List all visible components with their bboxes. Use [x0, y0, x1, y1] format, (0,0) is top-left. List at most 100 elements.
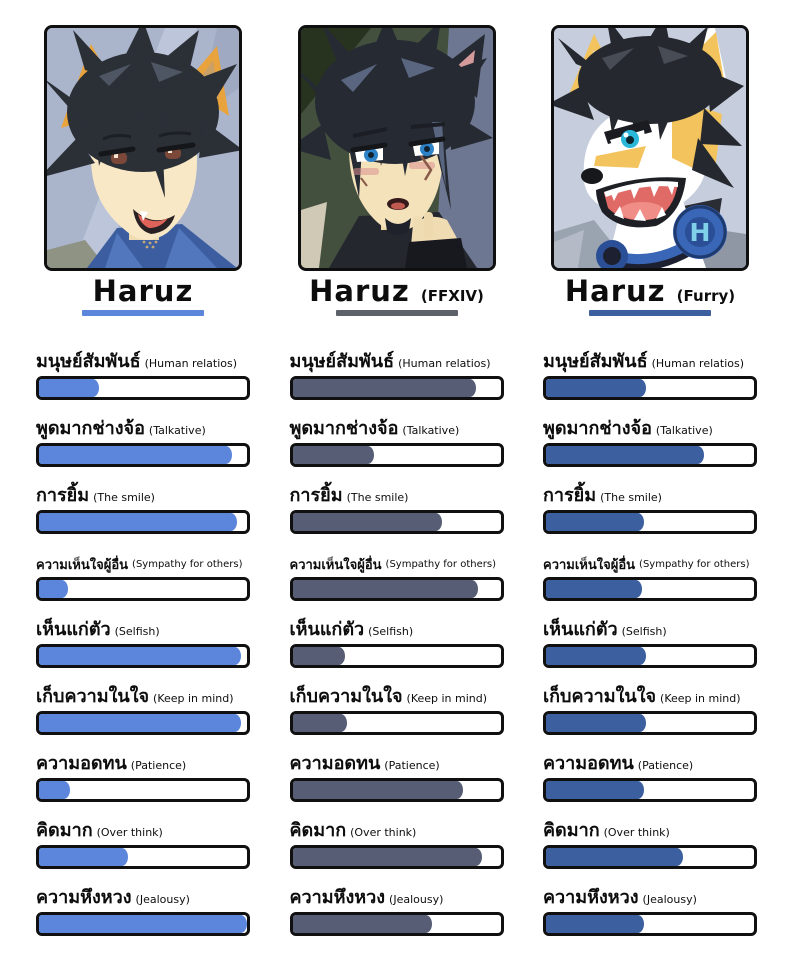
stat-label: คิดมาก (Over think): [290, 812, 504, 840]
stat-fill: [546, 914, 644, 933]
stat-english: (Jealousy): [135, 892, 190, 906]
stat-fill: [39, 512, 237, 531]
stat-label: ความอดทน (Patience): [36, 745, 250, 773]
stat-thai: การยิ้ม: [289, 484, 343, 506]
stat-patience: ความอดทน (Patience): [36, 745, 250, 812]
stat-english: (Human relatios): [144, 356, 238, 370]
stat-label: ความเห็นใจผู้อื่น (Sympathy for others): [543, 544, 757, 572]
headphone-letter: H: [690, 218, 711, 247]
stat-label: การยิ้ม (The smile): [36, 477, 250, 505]
stat-jealousy: ความหึงหวง (Jealousy): [543, 879, 757, 946]
stat-english: (Patience): [637, 758, 694, 772]
character-name: Haruz (Furry): [543, 274, 757, 308]
stat-thai: เห็นแก่ตัว: [289, 618, 365, 640]
stat-fill: [39, 780, 71, 799]
stat-english: (Selfish): [114, 624, 160, 638]
stat-bar: [543, 576, 757, 601]
stat-label: เก็บความในใจ (Keep in mind): [290, 678, 504, 706]
stat-bar: [289, 777, 504, 802]
stat-english: (Jealousy): [642, 892, 697, 906]
stat-english: (Sympathy for others): [132, 558, 243, 570]
column-haruz-ffxiv: Haruz (FFXIV) มนุษย์สัมพันธ์ (Human relat…: [289, 25, 504, 946]
stat-fill: [292, 847, 482, 866]
stat-bar: [36, 442, 250, 467]
stat-selfish: เห็นแก่ตัว (Selfish): [543, 611, 757, 678]
stat-thai: การยิ้ม: [543, 484, 597, 506]
stat-bar: [543, 442, 757, 467]
character-variant: (FFXIV): [420, 287, 484, 305]
stat-selfish: เห็นแก่ตัว (Selfish): [36, 611, 250, 678]
character-name-text: Haruz: [564, 274, 666, 308]
stat-label: เก็บความในใจ (Keep in mind): [543, 678, 757, 706]
stat-fill: [39, 914, 247, 933]
stat-talkative: พูดมากช่างจ้อ (Talkative): [36, 410, 250, 477]
stat-label: การยิ้ม (The smile): [543, 477, 757, 505]
stat-english: (Sympathy for others): [639, 558, 750, 570]
stat-fill: [292, 579, 478, 598]
stat-bar: [36, 710, 250, 735]
stat-bar: [36, 643, 250, 668]
stat-fill: [546, 847, 684, 866]
stat-fill: [546, 646, 646, 665]
stat-sympathy: ความเห็นใจผู้อื่น (Sympathy for others): [289, 544, 504, 611]
stat-thai: เห็นแก่ตัว: [543, 618, 618, 640]
stat-jealousy: ความหึงหวง (Jealousy): [36, 879, 250, 946]
stat-bar: [543, 710, 757, 735]
stat-thai: ความหึงหวง: [543, 886, 639, 908]
stat-thai: พูดมากช่างจ้อ: [289, 417, 399, 439]
stat-english: (Over think): [603, 825, 670, 839]
stat-over-think: คิดมาก (Over think): [289, 812, 504, 879]
stat-thai: คิดมาก: [289, 819, 347, 841]
stat-bar: [543, 844, 757, 869]
stat-fill: [292, 713, 347, 732]
stat-fill: [39, 579, 69, 598]
stat-thai: ความอดทน: [289, 752, 381, 774]
stat-english: (Human relatios): [398, 356, 491, 370]
stat-bar: [289, 710, 504, 735]
character-name: Haruz (FFXIV): [290, 275, 504, 308]
stat-the-smile: การยิ้ม (The smile): [543, 477, 757, 544]
stat-talkative: พูดมากช่างจ้อ (Talkative): [543, 410, 757, 477]
stat-fill: [292, 512, 443, 531]
stat-thai: คิดมาก: [543, 819, 600, 841]
stat-bar: [289, 911, 504, 936]
stat-bar: [543, 375, 757, 400]
stat-over-think: คิดมาก (Over think): [543, 812, 757, 879]
stat-fill: [39, 713, 241, 732]
stat-bar: [289, 442, 504, 467]
stat-english: (Human relatios): [651, 356, 745, 370]
stat-bar: [289, 844, 504, 869]
stat-label: พูดมากช่างจ้อ (Talkative): [290, 410, 504, 438]
name-underline: [335, 309, 458, 316]
stat-label: ความหึงหวง (Jealousy): [36, 879, 250, 907]
stat-thai: ความเห็นใจผู้อื่น: [543, 557, 636, 573]
stat-list: มนุษย์สัมพันธ์ (Human relatios) พูดมากช่า…: [289, 343, 504, 946]
stat-label: คิดมาก (Over think): [543, 812, 757, 840]
stat-english: (Patience): [384, 758, 440, 772]
stat-patience: ความอดทน (Patience): [543, 745, 757, 812]
stat-label: มนุษย์สัมพันธ์ (Human relatios): [290, 343, 504, 371]
stat-label: เก็บความในใจ (Keep in mind): [36, 678, 250, 706]
stat-keep-in-mind: เก็บความในใจ (Keep in mind): [36, 678, 250, 745]
stat-thai: ความอดทน: [543, 752, 634, 774]
stat-label: มนุษย์สัมพันธ์ (Human relatios): [36, 343, 250, 371]
stat-bar: [289, 643, 504, 668]
stat-thai: เห็นแก่ตัว: [36, 618, 111, 640]
stat-english: (Sympathy for others): [385, 558, 496, 570]
stat-label: มนุษย์สัมพันธ์ (Human relatios): [543, 343, 757, 371]
stat-english: (Jealousy): [389, 892, 444, 906]
stat-english: (The smile): [600, 490, 662, 504]
stat-label: ความเห็นใจผู้อื่น (Sympathy for others): [290, 544, 504, 572]
stat-label: ความหึงหวง (Jealousy): [290, 879, 504, 907]
stat-label: เห็นแก่ตัว (Selfish): [36, 611, 250, 639]
stat-english: (Talkative): [655, 423, 713, 437]
stat-fill: [292, 378, 476, 397]
stat-fill: [546, 378, 646, 397]
stat-keep-in-mind: เก็บความในใจ (Keep in mind): [543, 678, 757, 745]
stat-list: มนุษย์สัมพันธ์ (Human relatios) พูดมากช่า…: [543, 343, 757, 946]
stat-english: (Selfish): [621, 624, 667, 638]
stat-thai: มนุษย์สัมพันธ์: [543, 350, 648, 372]
stat-bar: [543, 911, 757, 936]
stat-english: (Keep in mind): [153, 691, 234, 705]
stat-the-smile: การยิ้ม (The smile): [289, 477, 504, 544]
